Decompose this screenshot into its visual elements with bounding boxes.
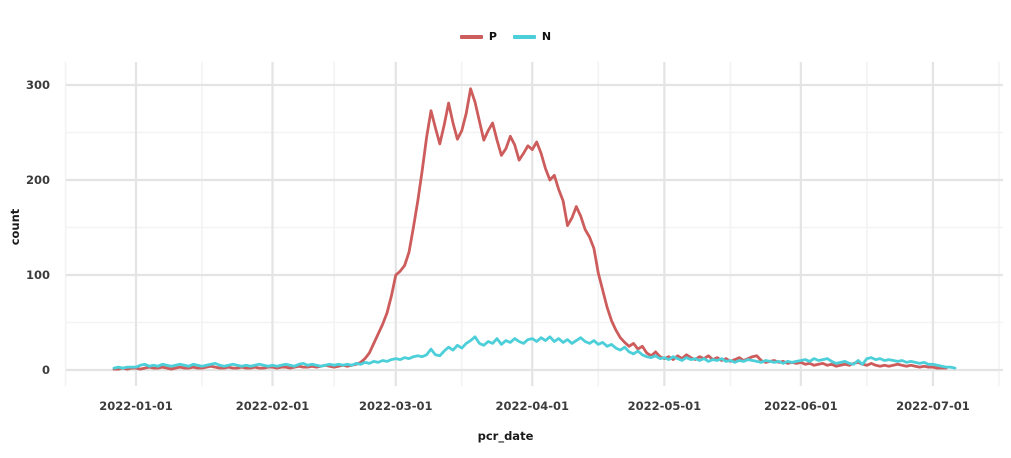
legend-swatch-n [512, 34, 536, 39]
legend-swatch-p [459, 34, 483, 39]
y-axis-title: count [8, 208, 22, 246]
y-tick-label: 300 [25, 78, 50, 92]
x-tick-label: 2022-02-01 [235, 399, 310, 413]
series-P-line [112, 87, 948, 371]
x-axis-title: pcr_date [477, 429, 534, 443]
y-tick-label: 200 [25, 173, 50, 187]
x-tick-label: 2022-07-01 [896, 399, 970, 413]
legend-label-n: N [541, 30, 552, 43]
y-tick-label: 0 [41, 363, 50, 377]
legend-item-p: P [459, 30, 497, 43]
x-tick-label: 2022-01-01 [99, 399, 173, 413]
legend: P N [0, 30, 1011, 43]
x-tick-label: 2022-03-01 [358, 399, 433, 413]
series-N-line [112, 335, 957, 370]
x-tick-label: 2022-06-01 [764, 399, 838, 413]
x-tick-label: 2022-05-01 [627, 399, 702, 413]
y-tick-label: 100 [25, 268, 50, 282]
legend-label-p: P [488, 30, 497, 43]
legend-item-n: N [512, 30, 552, 43]
x-tick-label: 2022-04-01 [495, 399, 570, 413]
